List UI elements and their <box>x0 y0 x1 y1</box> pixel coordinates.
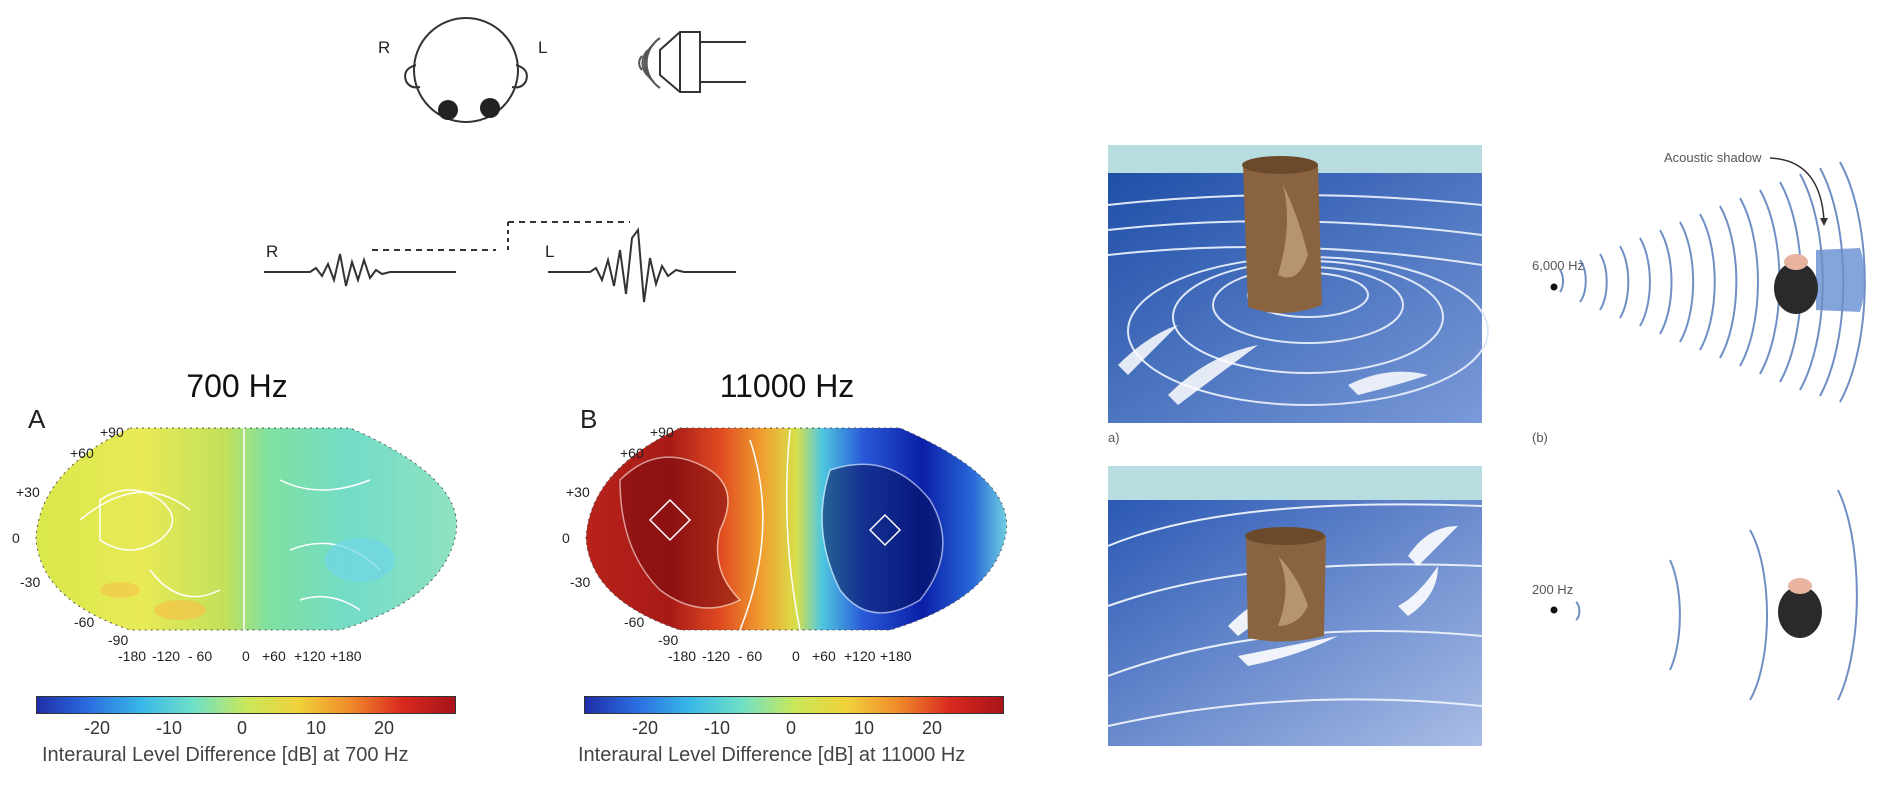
high-freq-wavefronts <box>1559 161 1866 403</box>
panel-a-label: a) <box>1108 430 1120 445</box>
map-b-y-tick: +30 <box>566 484 590 500</box>
map-b-y-tick: -30 <box>570 574 591 590</box>
map-a-cb-tick: 20 <box>374 718 395 738</box>
ild-map-a: 700 Hz A +90 +60 +30 0 -30 -60 -90 -180 … <box>0 360 500 780</box>
map-b-caption: Interaural Level Difference [dB] at 1100… <box>578 744 966 766</box>
map-b-x-tick: +180 <box>880 648 912 664</box>
waveform-left-label: L <box>545 242 555 261</box>
ear-mic-left <box>480 98 500 118</box>
map-a-x-tick: +120 <box>294 648 326 664</box>
map-a-y-tick: +60 <box>70 445 94 461</box>
map-a-x-tick: -120 <box>152 648 181 664</box>
high-freq-label: 6,000 Hz <box>1532 258 1585 273</box>
left-waveform <box>548 227 736 303</box>
wooden-post-2 <box>1245 527 1326 642</box>
waveform-diagram: R L <box>260 210 740 320</box>
map-b-x-tick: - 60 <box>738 648 763 664</box>
map-b-y-tick: -60 <box>624 614 645 630</box>
waveform-drawing <box>264 221 736 303</box>
map-a-y-tick: -30 <box>20 574 41 590</box>
map-b-y-tick: +60 <box>620 445 644 461</box>
map-a-x-tick: - 60 <box>188 648 213 664</box>
map-b-x-tick: +60 <box>812 648 836 664</box>
ear-mic-right <box>438 100 458 120</box>
right-ear <box>404 64 421 89</box>
head-diagram: R L <box>370 10 760 130</box>
map-b-cb-tick: 20 <box>922 718 943 738</box>
head-left-label: L <box>538 38 548 57</box>
map-a-caption: Interaural Level Difference [dB] at 700 … <box>42 744 409 766</box>
map-a-y-tick: +90 <box>100 424 124 440</box>
map-b-x-tick: 0 <box>792 648 800 664</box>
map-a-title: 700 Hz <box>186 368 288 404</box>
map-a-cb-tick: -20 <box>84 718 111 738</box>
head-right-label: R <box>378 38 391 57</box>
map-b-cb-tick: -10 <box>704 718 731 738</box>
right-waveform <box>264 253 456 287</box>
map-a-y-tick: -60 <box>74 614 95 630</box>
map-b-panel-letter: B <box>580 404 598 434</box>
low-freq-wavefronts <box>1575 489 1858 701</box>
waveform-right-label: R <box>266 242 279 261</box>
map-a-cb-tick: -10 <box>156 718 183 738</box>
map-a-y-tick: 0 <box>12 530 20 546</box>
map-a-cb-tick: 0 <box>237 718 248 738</box>
low-freq-source-dot <box>1550 606 1558 614</box>
map-a-y-tick: -90 <box>108 632 129 648</box>
head-top-view-low <box>1778 578 1822 638</box>
ild-map-b: 11000 Hz B +90 +60 +30 0 -30 -6 <box>550 360 1050 780</box>
sky-band-2 <box>1108 466 1482 500</box>
map-a-panel-letter: A <box>28 404 46 434</box>
map-a-surface <box>35 427 458 631</box>
panel-b-label: (b) <box>1532 430 1548 445</box>
shadow-arrow <box>1769 157 1825 221</box>
head-outline <box>413 17 519 123</box>
map-a-x-tick: +60 <box>262 648 286 664</box>
speaker-icon <box>638 31 746 93</box>
acoustic-shadow-label: Acoustic shadow <box>1664 150 1762 165</box>
post-water-low-freq <box>1107 466 1483 746</box>
map-b-y-tick: 0 <box>562 530 570 546</box>
low-freq-label: 200 Hz <box>1532 582 1574 597</box>
map-a-x-tick: -180 <box>118 648 147 664</box>
acoustic-shadow-drawing <box>1550 157 1866 701</box>
map-b-y-tick: -90 <box>658 632 679 648</box>
map-a-y-tick: +30 <box>16 484 40 500</box>
map-a-x-tick: +180 <box>330 648 362 664</box>
map-b-cb-tick: -20 <box>632 718 659 738</box>
low-freq-water-illustration <box>1107 466 1483 746</box>
map-b-cb-tick: 0 <box>786 718 797 738</box>
wooden-post <box>1242 156 1322 314</box>
map-b-x-tick: +120 <box>844 648 876 664</box>
acoustic-shadow-figure: Acoustic shadow 6,000 Hz (b) 200 Hz <box>1520 140 1877 701</box>
head-top-view-high <box>1774 254 1818 314</box>
map-a-x-tick: 0 <box>242 648 250 664</box>
map-b-cb-tick: 10 <box>854 718 875 738</box>
post-water-high-freq <box>1107 145 1489 423</box>
map-b-title: 11000 Hz <box>719 368 855 404</box>
shadow-region <box>1816 248 1865 312</box>
high-freq-source-dot <box>1550 283 1558 291</box>
map-b-plot <box>585 427 1008 631</box>
left-ear <box>511 64 528 89</box>
map-a-cb-tick: 10 <box>306 718 327 738</box>
map-b-colorbar <box>584 696 1004 714</box>
map-b-x-tick: -120 <box>702 648 731 664</box>
map-a-plot <box>35 427 458 631</box>
map-b-y-tick: +90 <box>650 424 674 440</box>
map-a-colorbar <box>36 696 456 714</box>
head-speaker-drawing <box>404 17 746 123</box>
map-b-x-tick: -180 <box>668 648 697 664</box>
high-freq-water-illustration <box>1107 145 1489 423</box>
